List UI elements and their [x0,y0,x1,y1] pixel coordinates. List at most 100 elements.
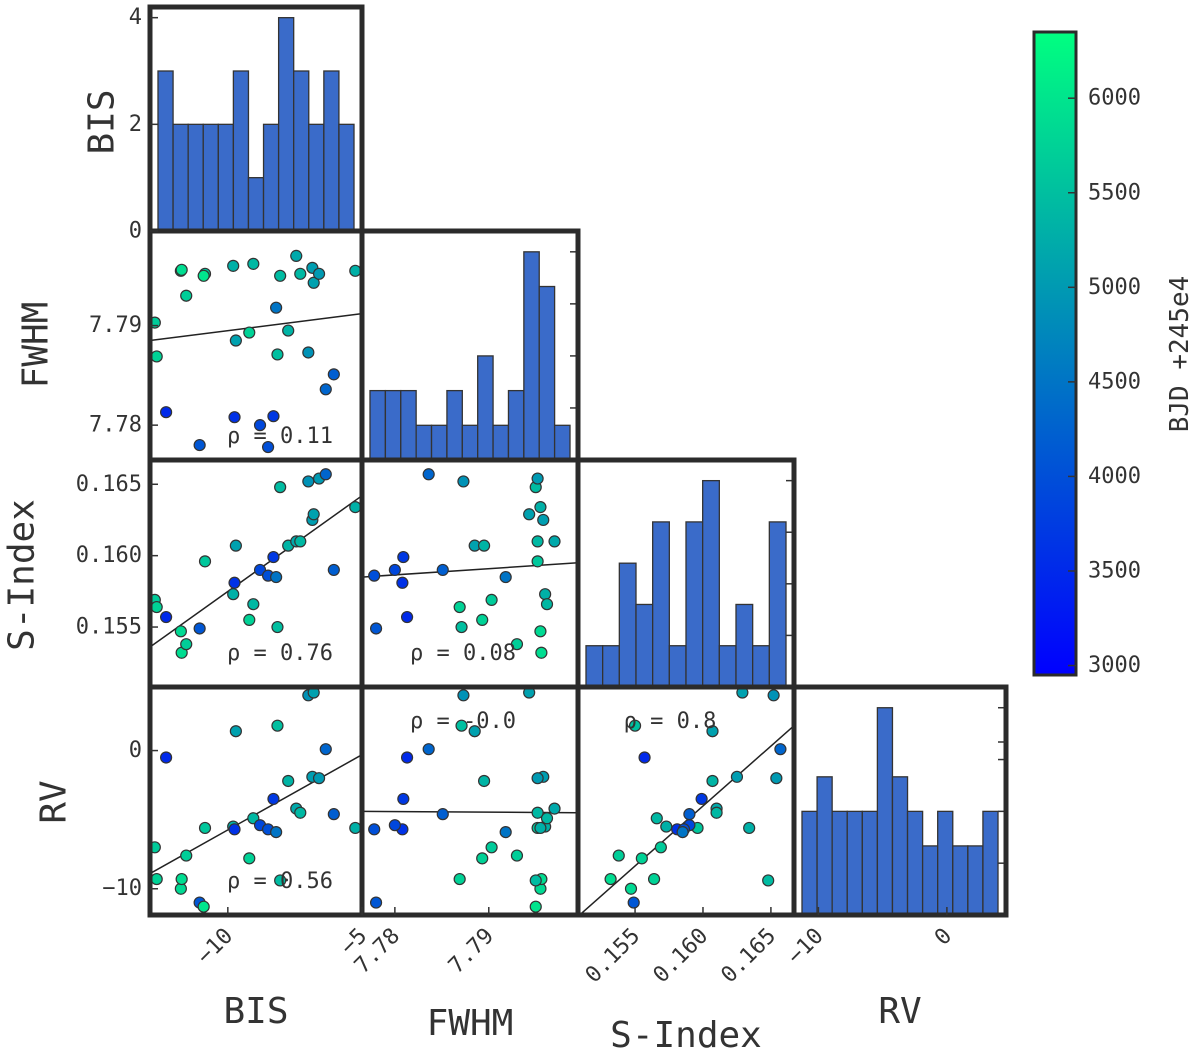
histogram-bis [157,17,355,232]
data-point [388,819,401,832]
data-point [548,802,561,815]
x-tick-label: −10 [192,924,238,970]
data-point [706,725,719,738]
data-point [193,622,206,635]
data-point [150,600,163,614]
data-point [229,334,242,347]
data-point [175,872,188,886]
histogram-fwhm [369,251,578,461]
histogram-bar-bis [308,123,325,232]
data-point [455,620,468,634]
correlation-label: ρ = 0.8 [624,709,717,734]
histogram-bar-bis [323,70,340,232]
histogram-bar-rv [982,810,999,916]
colorbar-tick-label: 4500 [1088,369,1141,394]
histogram-bar-s-index [718,645,737,688]
x-tick-label: 0 [930,924,957,951]
data-point [228,823,241,836]
data-point [499,570,512,584]
data-point [150,350,163,363]
histogram-bar-rv [906,810,924,916]
data-point [654,841,667,854]
data-point [243,326,256,339]
data-point [612,849,625,862]
data-point [349,821,362,835]
y-tick-label: 0.155 [76,615,142,640]
scatter-s-index-vs-rv: ρ = 0.8 [577,686,795,917]
histogram-bar-fwhm [461,424,479,461]
scatter-bis-vs-fwhm: ρ = 0.11 [148,249,363,454]
data-point [267,550,280,564]
histogram-bar-rv [937,810,954,916]
histogram-bar-fwhm [415,424,433,461]
data-point [477,774,491,788]
histogram-bar-s-index [618,562,637,688]
data-point [535,646,548,659]
data-point [534,625,547,638]
correlation-label: ρ = 0.76 [227,641,333,666]
data-point [175,263,188,276]
y-tick-label: 4 [129,5,142,30]
data-point [485,841,498,854]
data-point [531,772,544,785]
x-tick-label: 0.165 [717,924,782,989]
data-point [228,411,241,424]
data-point [302,475,315,488]
data-point [319,468,332,481]
histogram-bar-s-index [768,521,787,688]
histogram-bar-rv [952,845,969,916]
data-point [774,743,787,756]
data-point [397,550,410,564]
data-point [743,821,756,835]
data-point [369,622,383,635]
histogram-bar-s-index [685,521,704,688]
y-axis-label-bis: BIS [82,89,123,154]
y-tick-label: 0.160 [76,543,142,568]
histogram-bar-s-index [585,645,604,688]
data-point [197,900,210,913]
histogram-bar-bis [202,123,219,232]
histogram-bar-rv [846,810,863,916]
histogram-bar-s-index [602,645,620,688]
data-point [710,806,723,819]
histogram-bar-s-index [668,645,687,688]
data-point [327,368,340,381]
y-tick-label: 0 [129,219,142,244]
data-point [307,508,320,521]
data-point [534,501,547,514]
data-point [650,812,663,825]
data-point [531,555,544,568]
data-point [368,823,381,836]
data-point [499,825,512,839]
data-point [523,508,536,521]
histogram-bar-rv [816,776,833,916]
data-point [510,849,524,862]
histogram-bar-fwhm [400,389,417,461]
x-tick-label: 0.155 [581,924,646,989]
data-point [368,569,381,582]
data-point [180,289,193,302]
colorbar: 3000 3500 4000 4500 5000 5500 6000 BJD +245e4 [1032,30,1195,678]
data-point [294,267,307,280]
histogram-bar-bis [187,123,204,232]
scatter-bis-vs-rv: ρ = 0.56 [148,686,363,913]
data-point [180,849,193,862]
y-axis-label-s-index: S-Index [2,499,43,651]
data-point [531,806,544,819]
data-point [270,570,283,584]
data-point [604,872,617,886]
x-axis-label-s-index: S-Index [610,1015,762,1053]
colorbar-ticks: 3000 3500 4000 4500 5000 5500 6000 [1068,86,1141,678]
data-point [229,539,242,552]
data-point [198,555,212,568]
data-point [312,267,326,280]
data-point [477,539,491,552]
data-point [282,324,295,337]
histogram-bar-s-index [635,603,654,688]
data-point [267,792,280,806]
data-point [271,620,284,634]
data-point [638,751,651,764]
data-point [529,874,542,887]
histogram-bar-fwhm [553,424,571,461]
data-point [624,882,638,895]
